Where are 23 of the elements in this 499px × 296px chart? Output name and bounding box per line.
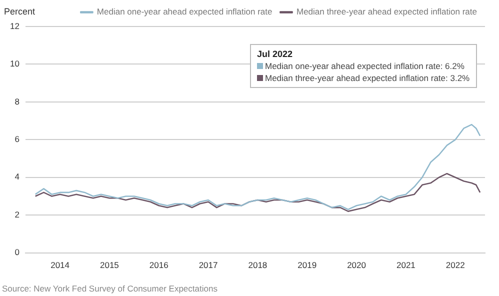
y-tick-label: 2: [14, 209, 20, 220]
legend-label: Median three-year ahead expected inflation rate: [296, 6, 478, 17]
x-tick-label: 2019: [298, 260, 317, 270]
y-tick-label: 0: [14, 247, 20, 258]
y-tick-label: 12: [10, 20, 20, 31]
x-tick-label: 2020: [347, 260, 366, 270]
y-tick-label: 4: [14, 172, 20, 182]
x-tick-label: 2021: [396, 260, 416, 270]
y-tick-label: 8: [14, 96, 20, 106]
annotation: Jul 2022: [257, 48, 294, 60]
x-tick-label: 2016: [149, 260, 169, 270]
x-tick-label: 2018: [248, 260, 268, 270]
annotation: Median three-year ahead expected inflation rate: 3.2%: [265, 73, 470, 83]
x-tick-label: 2014: [50, 260, 70, 270]
y-tick-label: 10: [10, 58, 20, 69]
source-note: Source: New York Fed Survey of Consumer Expectations: [2, 283, 218, 294]
y-tick-label: 6: [14, 134, 20, 144]
x-tick-label: 2017: [198, 260, 218, 270]
x-tick-label: 2015: [100, 260, 120, 270]
x-tick-label: 2022: [446, 260, 466, 270]
y-axis-title: Percent: [4, 6, 36, 16]
annotation: Median one-year ahead expected inflation rate: 6.2%: [265, 61, 464, 71]
legend-label: Median one-year ahead expected inflation rate: [96, 6, 273, 17]
